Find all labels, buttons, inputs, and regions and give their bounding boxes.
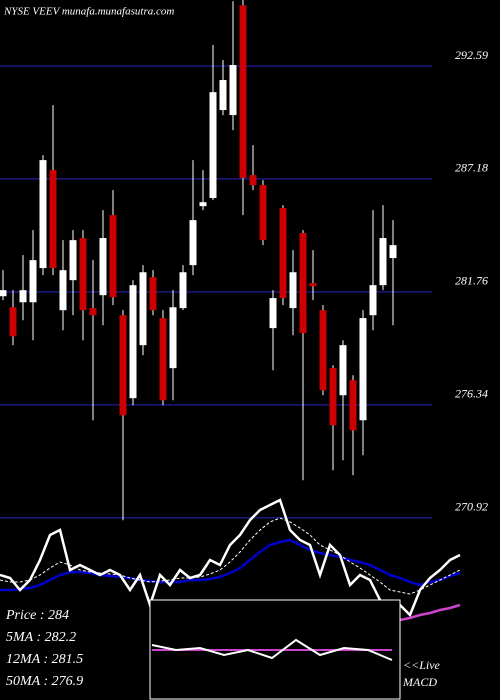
- candle-body: [179, 272, 187, 309]
- indicator-line: [0, 517, 461, 595]
- candle-body: [259, 185, 267, 241]
- candle-body: [29, 260, 37, 303]
- candle-body: [219, 80, 227, 111]
- candle-body: [339, 345, 347, 396]
- macd-label: <<Live: [403, 658, 441, 672]
- candle-body: [279, 208, 287, 299]
- candle-body: [209, 92, 217, 199]
- candle-body: [359, 318, 367, 421]
- candle-body: [319, 310, 327, 391]
- candle-body: [109, 215, 117, 298]
- candle-body: [9, 307, 17, 337]
- candle-body: [169, 307, 177, 369]
- candle-body: [379, 238, 387, 286]
- y-tick-label: 270.92: [455, 500, 488, 514]
- candle-body: [79, 238, 87, 311]
- y-tick-label: 292.59: [455, 48, 488, 62]
- candle-body: [299, 233, 307, 334]
- candle-body: [99, 238, 107, 296]
- candle-body: [369, 285, 377, 316]
- candle-body: [249, 175, 257, 186]
- candle-body: [389, 245, 397, 259]
- indicator-line: [399, 603, 461, 622]
- macd-label: MACD: [402, 675, 437, 689]
- macd-line: [151, 638, 393, 661]
- candle-body: [159, 318, 167, 401]
- stat-text: 5MA : 282.2: [6, 630, 76, 645]
- candle-body: [19, 290, 27, 303]
- candle-body: [289, 272, 297, 309]
- candle-body: [129, 285, 137, 399]
- y-tick-label: 276.34: [455, 387, 488, 401]
- stat-text: 12MA : 281.5: [6, 652, 83, 667]
- stat-text: Price : 284: [5, 608, 69, 623]
- y-tick-label: 287.18: [455, 161, 488, 175]
- candle-body: [329, 368, 337, 426]
- candle-body: [0, 290, 7, 297]
- candle-body: [199, 202, 207, 207]
- candle-body: [119, 315, 127, 416]
- y-tick-label: 281.76: [455, 274, 488, 288]
- stat-text: 50MA : 276.9: [6, 674, 83, 689]
- candle-body: [89, 308, 97, 316]
- candle-body: [309, 283, 317, 287]
- chart-title: NYSE VEEV munafa.munafasutra.com: [3, 6, 174, 18]
- candle-body: [269, 298, 277, 329]
- candle-body: [49, 170, 57, 269]
- candle-body: [139, 272, 147, 346]
- candle-body: [239, 5, 247, 179]
- candle-body: [349, 380, 357, 431]
- indicator-line: [0, 538, 461, 592]
- candle-body: [69, 240, 77, 281]
- candle-body: [59, 270, 67, 311]
- candle-body: [189, 220, 197, 266]
- candle-body: [229, 65, 237, 116]
- candle-body: [149, 277, 157, 311]
- candle-body: [39, 160, 47, 269]
